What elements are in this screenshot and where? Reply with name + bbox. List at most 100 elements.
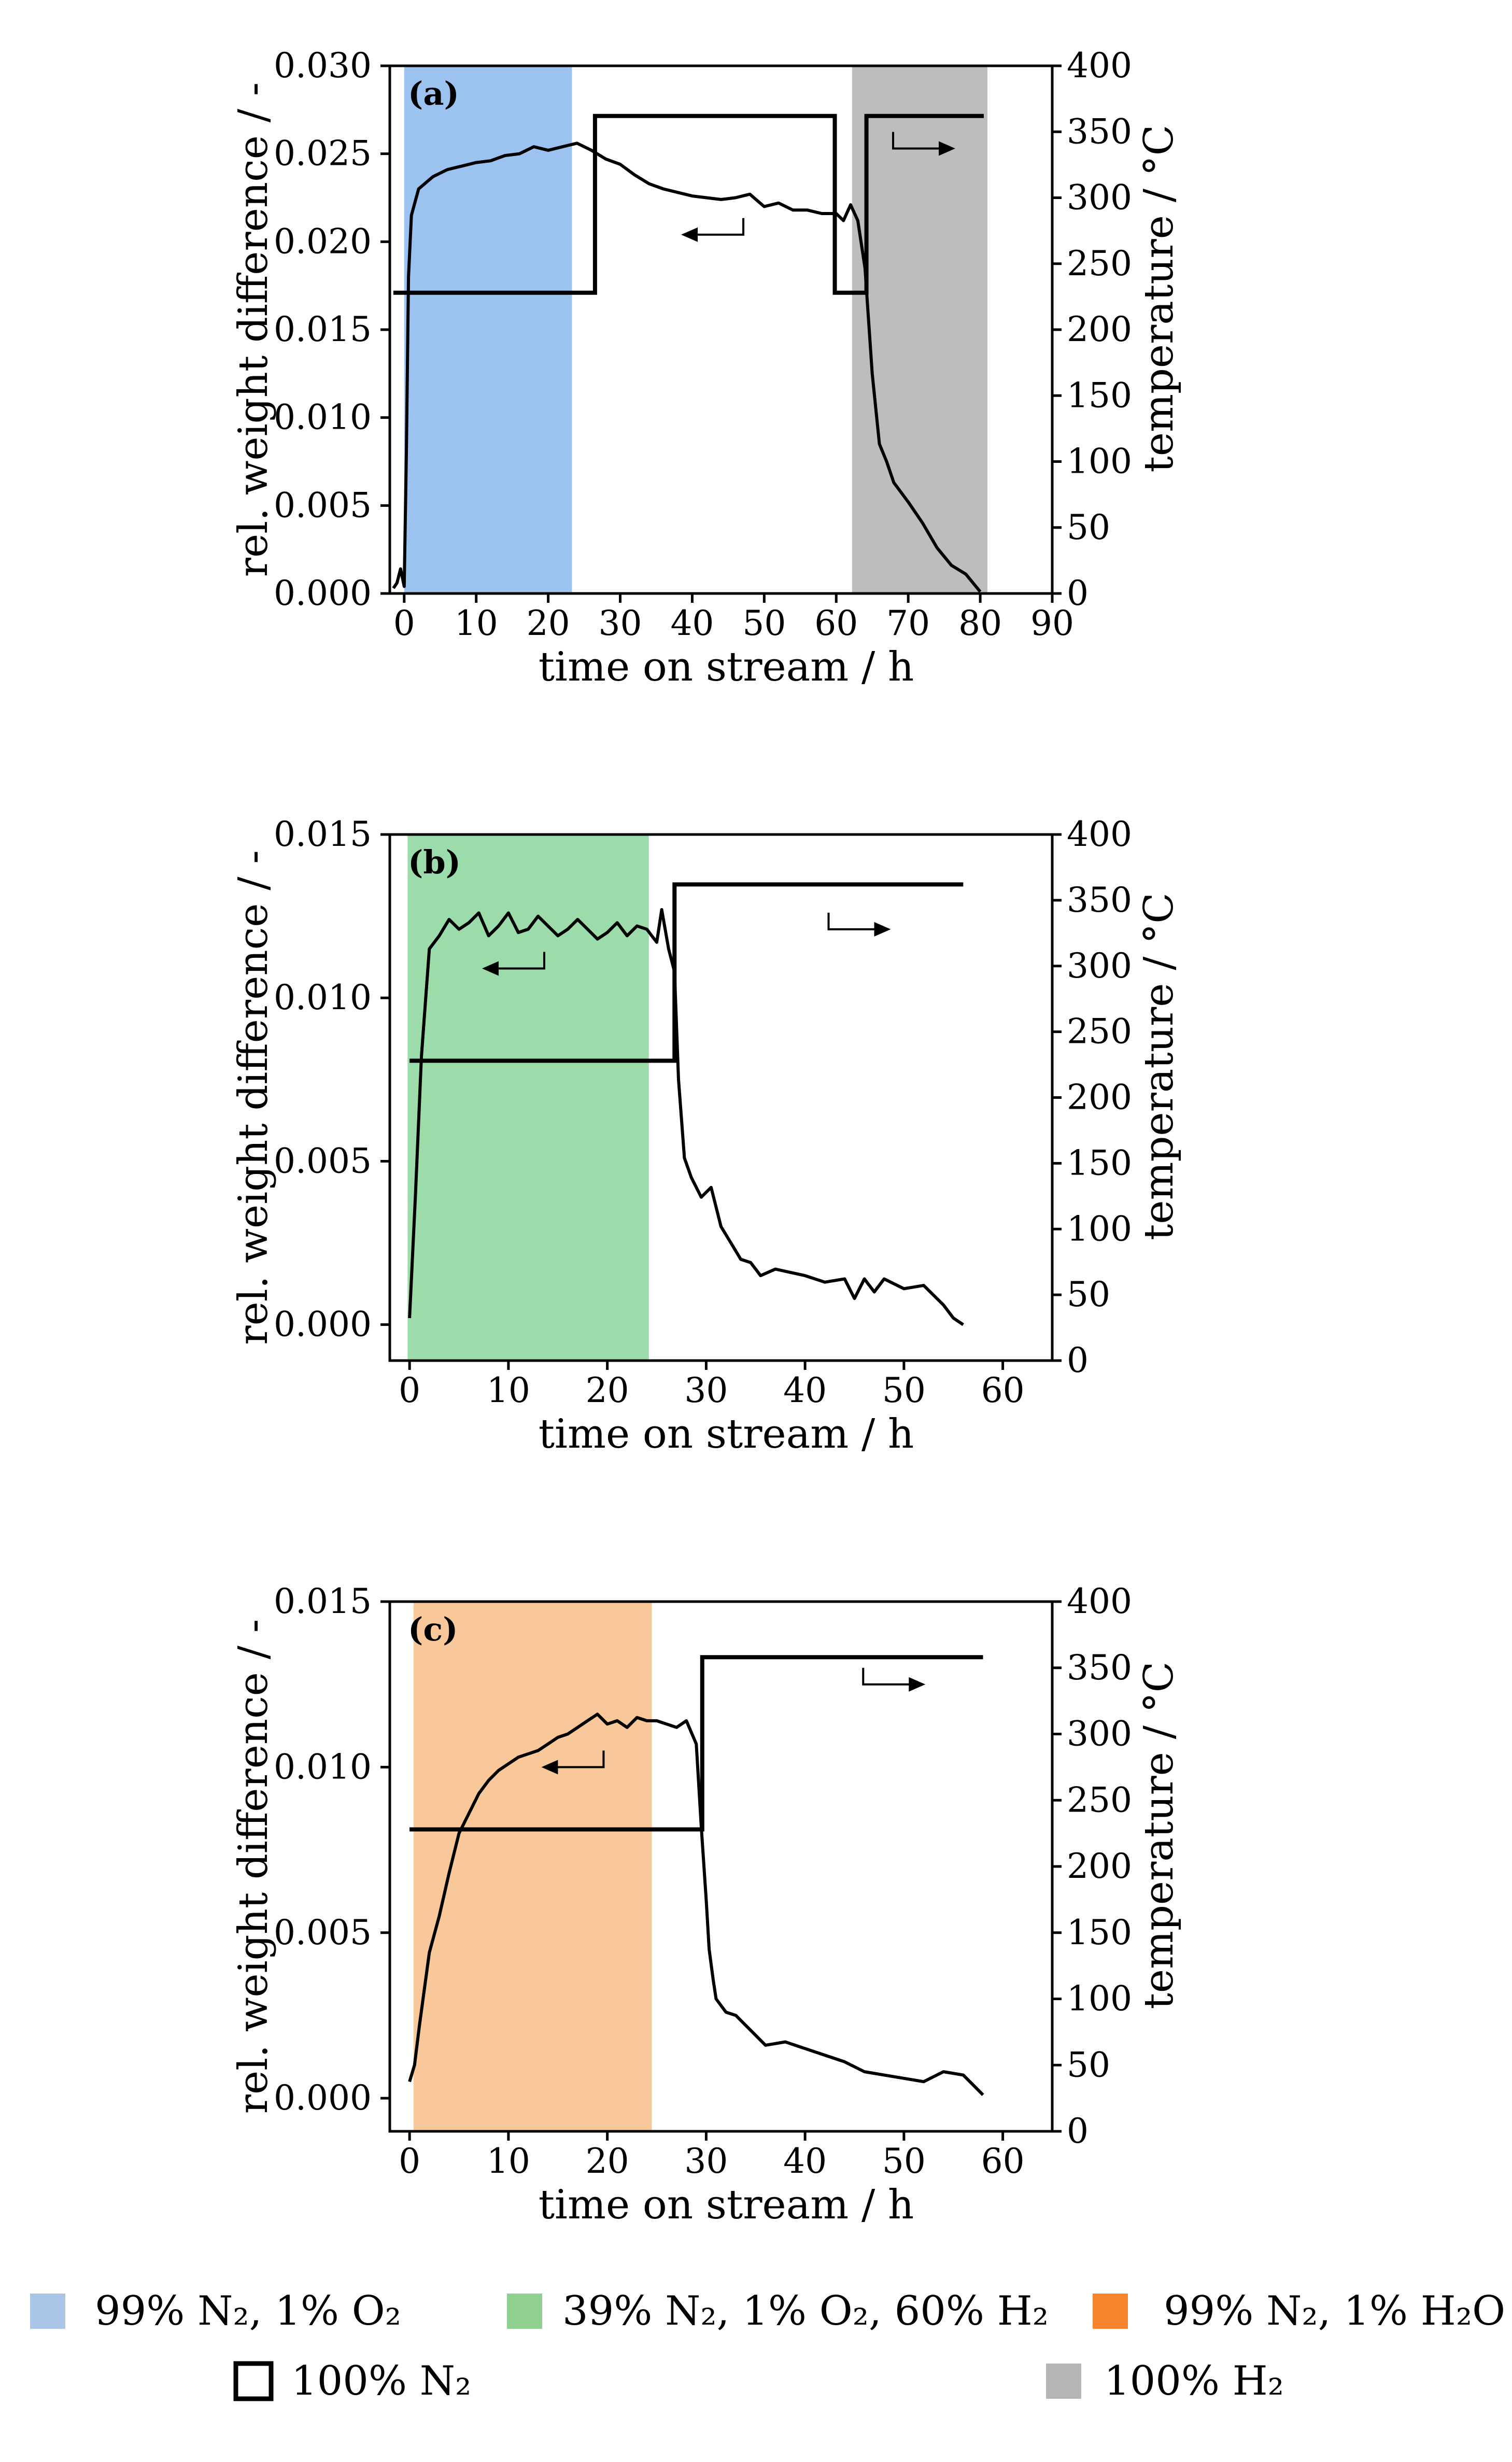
y2-tick-label: 0 [1067,573,1089,613]
y2-axis-label: temperature / °C [1136,125,1182,473]
panel-label: (c) [408,1610,458,1648]
y-tick-label: 0.010 [274,398,372,437]
y-tick-label: 0.005 [274,1913,372,1952]
shaded-region-0 [407,834,649,1361]
y2-tick-label: 350 [1067,111,1132,151]
y-tick-label: 0.005 [274,485,372,525]
y-axis-label: rel. weight difference / - [230,82,277,577]
y-tick-label: 0.010 [274,1747,372,1787]
y-tick-label: 0.015 [274,814,372,854]
weight-difference-line [408,1713,984,2096]
weight-difference-line [408,908,964,1326]
legend: 99% N₂, 1% O₂ 39% N₂, 1% O₂, 60% H₂ 99% … [30,2288,1505,2404]
legend-swatch-n2 [233,2361,274,2401]
x-tick-label: 40 [783,1370,827,1410]
y-tick-label: 0.025 [274,134,372,174]
x-tick-label: 80 [958,603,1002,643]
x-tick-label: 50 [882,2141,926,2181]
legend-label-o2: 99% N₂, 1% O₂ [95,2288,401,2334]
x-tick-label: 30 [684,1370,728,1410]
axis-arrow-left [497,952,545,970]
x-tick-label: 60 [981,2141,1025,2181]
legend-swatch-h2 [1046,2364,1081,2399]
y2-tick-label: 300 [1067,1714,1132,1754]
x-tick-label: 50 [882,1370,926,1410]
shaded-region-0 [413,1602,652,2131]
y-tick-label: 0.030 [274,46,372,86]
x-tick-label: 40 [670,603,714,643]
axis-arrow-right [862,1667,910,1686]
axis-arrowhead-left [541,1760,558,1775]
y-tick-label: 0.020 [274,221,372,261]
x-axis-label: time on stream / h [539,2182,914,2228]
y2-tick-label: 400 [1067,814,1132,854]
x-tick-label: 40 [783,2141,827,2181]
x-axis-label: time on stream / h [539,644,914,690]
y2-tick-label: 300 [1067,946,1132,986]
y2-tick-label: 150 [1067,375,1132,415]
y-tick-label: 0.000 [274,1305,372,1345]
y-axis-label: rel. weight difference / - [230,1619,277,2114]
x-tick-label: 0 [399,1370,420,1410]
x-tick-label: 60 [981,1370,1025,1410]
x-tick-label: 0 [393,603,415,643]
y2-tick-label: 0 [1067,2111,1089,2151]
weight-difference-line [392,142,982,593]
axis-arrow-right [827,912,875,930]
x-tick-label: 50 [742,603,786,643]
y2-tick-label: 350 [1067,1648,1132,1688]
y2-tick-label: 250 [1067,1780,1132,1820]
legend-label-o2-h2: 39% N₂, 1% O₂, 60% H₂ [562,2288,1049,2334]
x-tick-label: 20 [586,2141,629,2181]
y2-tick-label: 0 [1067,1340,1089,1380]
y-tick-label: 0.010 [274,978,372,1017]
panel-label: (a) [408,75,459,112]
legend-swatch-o2 [30,2294,65,2329]
panel-a: 0 10 20 30 40 50 60 70 80 90 0.000 0.005 0.010 0.015 0… [230,46,1182,690]
axis-arrow-left [697,218,745,236]
x-tick-label: 20 [586,1370,629,1410]
x-tick-label: 30 [599,603,642,643]
panel-c: 0 10 20 30 40 50 60 0.000 0.005 0.010 0.015 0 50 100 1… [230,1581,1182,2228]
y2-tick-label: 250 [1067,1012,1132,1052]
temperature-line [393,114,984,295]
y-axis-label: rel. weight difference / - [230,850,277,1345]
x-axis-label: time on stream / h [539,1411,914,1458]
y2-tick-label: 100 [1067,1209,1132,1249]
y-tick-label: 0.000 [274,573,372,613]
y-tick-label: 0.015 [274,309,372,349]
axis-arrow-left [557,1750,605,1768]
y2-tick-label: 100 [1067,1979,1132,2019]
y2-tick-label: 50 [1067,507,1110,547]
x-tick-label: 10 [487,2141,530,2181]
x-tick-label: 60 [814,603,858,643]
y2-tick-label: 50 [1067,2045,1110,2085]
y2-tick-label: 400 [1067,1581,1132,1621]
y2-tick-label: 100 [1067,442,1132,482]
panel-label: (b) [408,843,461,881]
y2-tick-label: 300 [1067,178,1132,218]
shaded-region-0 [404,66,572,593]
x-tick-label: 10 [455,603,498,643]
y2-tick-label: 400 [1067,46,1132,86]
shaded-region-1 [852,66,987,593]
axis-arrowhead-left [482,961,499,976]
x-tick-label: 90 [1030,603,1074,643]
x-tick-label: 70 [886,603,930,643]
y2-tick-label: 350 [1067,880,1132,920]
axis-arrowhead-right [939,141,956,156]
temperature-line [409,1655,983,1832]
legend-swatch-h2o [1093,2294,1128,2329]
legend-label-h2: 100% H₂ [1104,2358,1284,2404]
x-tick-label: 10 [487,1370,530,1410]
x-tick-label: 20 [527,603,570,643]
axis-arrowhead-left [681,227,698,242]
axis-arrow-right [892,132,940,150]
y-tick-label: 0.015 [274,1581,372,1621]
y2-tick-label: 150 [1067,1143,1132,1183]
x-tick-label: 30 [684,2141,728,2181]
y2-tick-label: 250 [1067,244,1132,284]
legend-swatch-o2-h2 [507,2294,542,2329]
y2-tick-label: 200 [1067,309,1132,349]
x-tick-label: 0 [399,2141,420,2181]
